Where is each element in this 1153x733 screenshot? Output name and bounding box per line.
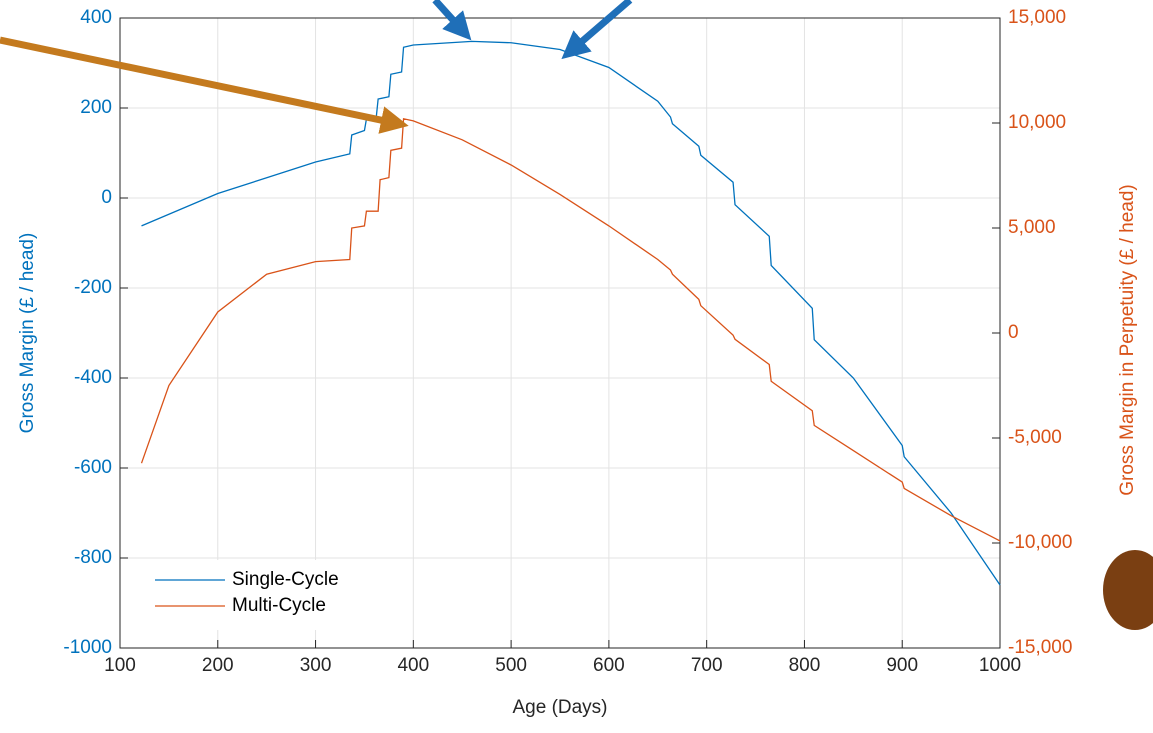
x-tick-label: 200 [202,655,234,676]
annotation-arrow [561,0,633,60]
y-axis-label: Gross Margin (£ / head) [17,233,38,434]
y-tick-label: 0 [101,187,112,208]
y2-tick-label: -15,000 [1008,637,1072,658]
y2-axis-label: Gross Margin in Perpetuity (£ / head) [1117,184,1138,496]
y-tick-label: -800 [74,547,112,568]
y-tick-label: 200 [80,97,112,118]
y-tick-label: -400 [74,367,112,388]
x-tick-label: 400 [397,655,429,676]
x-tick-label: 500 [495,655,527,676]
x-tick-label: 1000 [979,655,1021,676]
x-tick-label: 600 [593,655,625,676]
x-axis-label: Age (Days) [512,697,607,718]
y-tick-label: -600 [74,457,112,478]
y2-tick-label: 10,000 [1008,112,1066,133]
y-tick-label: -200 [74,277,112,298]
x-tick-label: 100 [104,655,136,676]
x-tick-label: 700 [691,655,723,676]
annotation-arrow [0,36,409,134]
x-tick-label: 800 [789,655,821,676]
decorative-image [1103,550,1153,630]
y2-tick-label: 15,000 [1008,7,1066,28]
y2-tick-label: 5,000 [1008,217,1056,238]
plot-frame [119,17,1001,649]
legend-label: Multi-Cycle [232,595,326,616]
series-line [140,118,1001,542]
x-tick-label: 900 [886,655,918,676]
y-tick-label: 400 [80,7,112,28]
annotation-arrow [432,0,472,41]
x-tick-label: 300 [300,655,332,676]
y2-tick-label: 0 [1008,322,1019,343]
y-tick-label: -1000 [63,637,112,658]
legend-label: Single-Cycle [232,569,339,590]
series-line [141,40,1001,586]
y2-tick-label: -5,000 [1008,427,1062,448]
legend-box [145,560,360,630]
y2-tick-label: -10,000 [1008,532,1072,553]
